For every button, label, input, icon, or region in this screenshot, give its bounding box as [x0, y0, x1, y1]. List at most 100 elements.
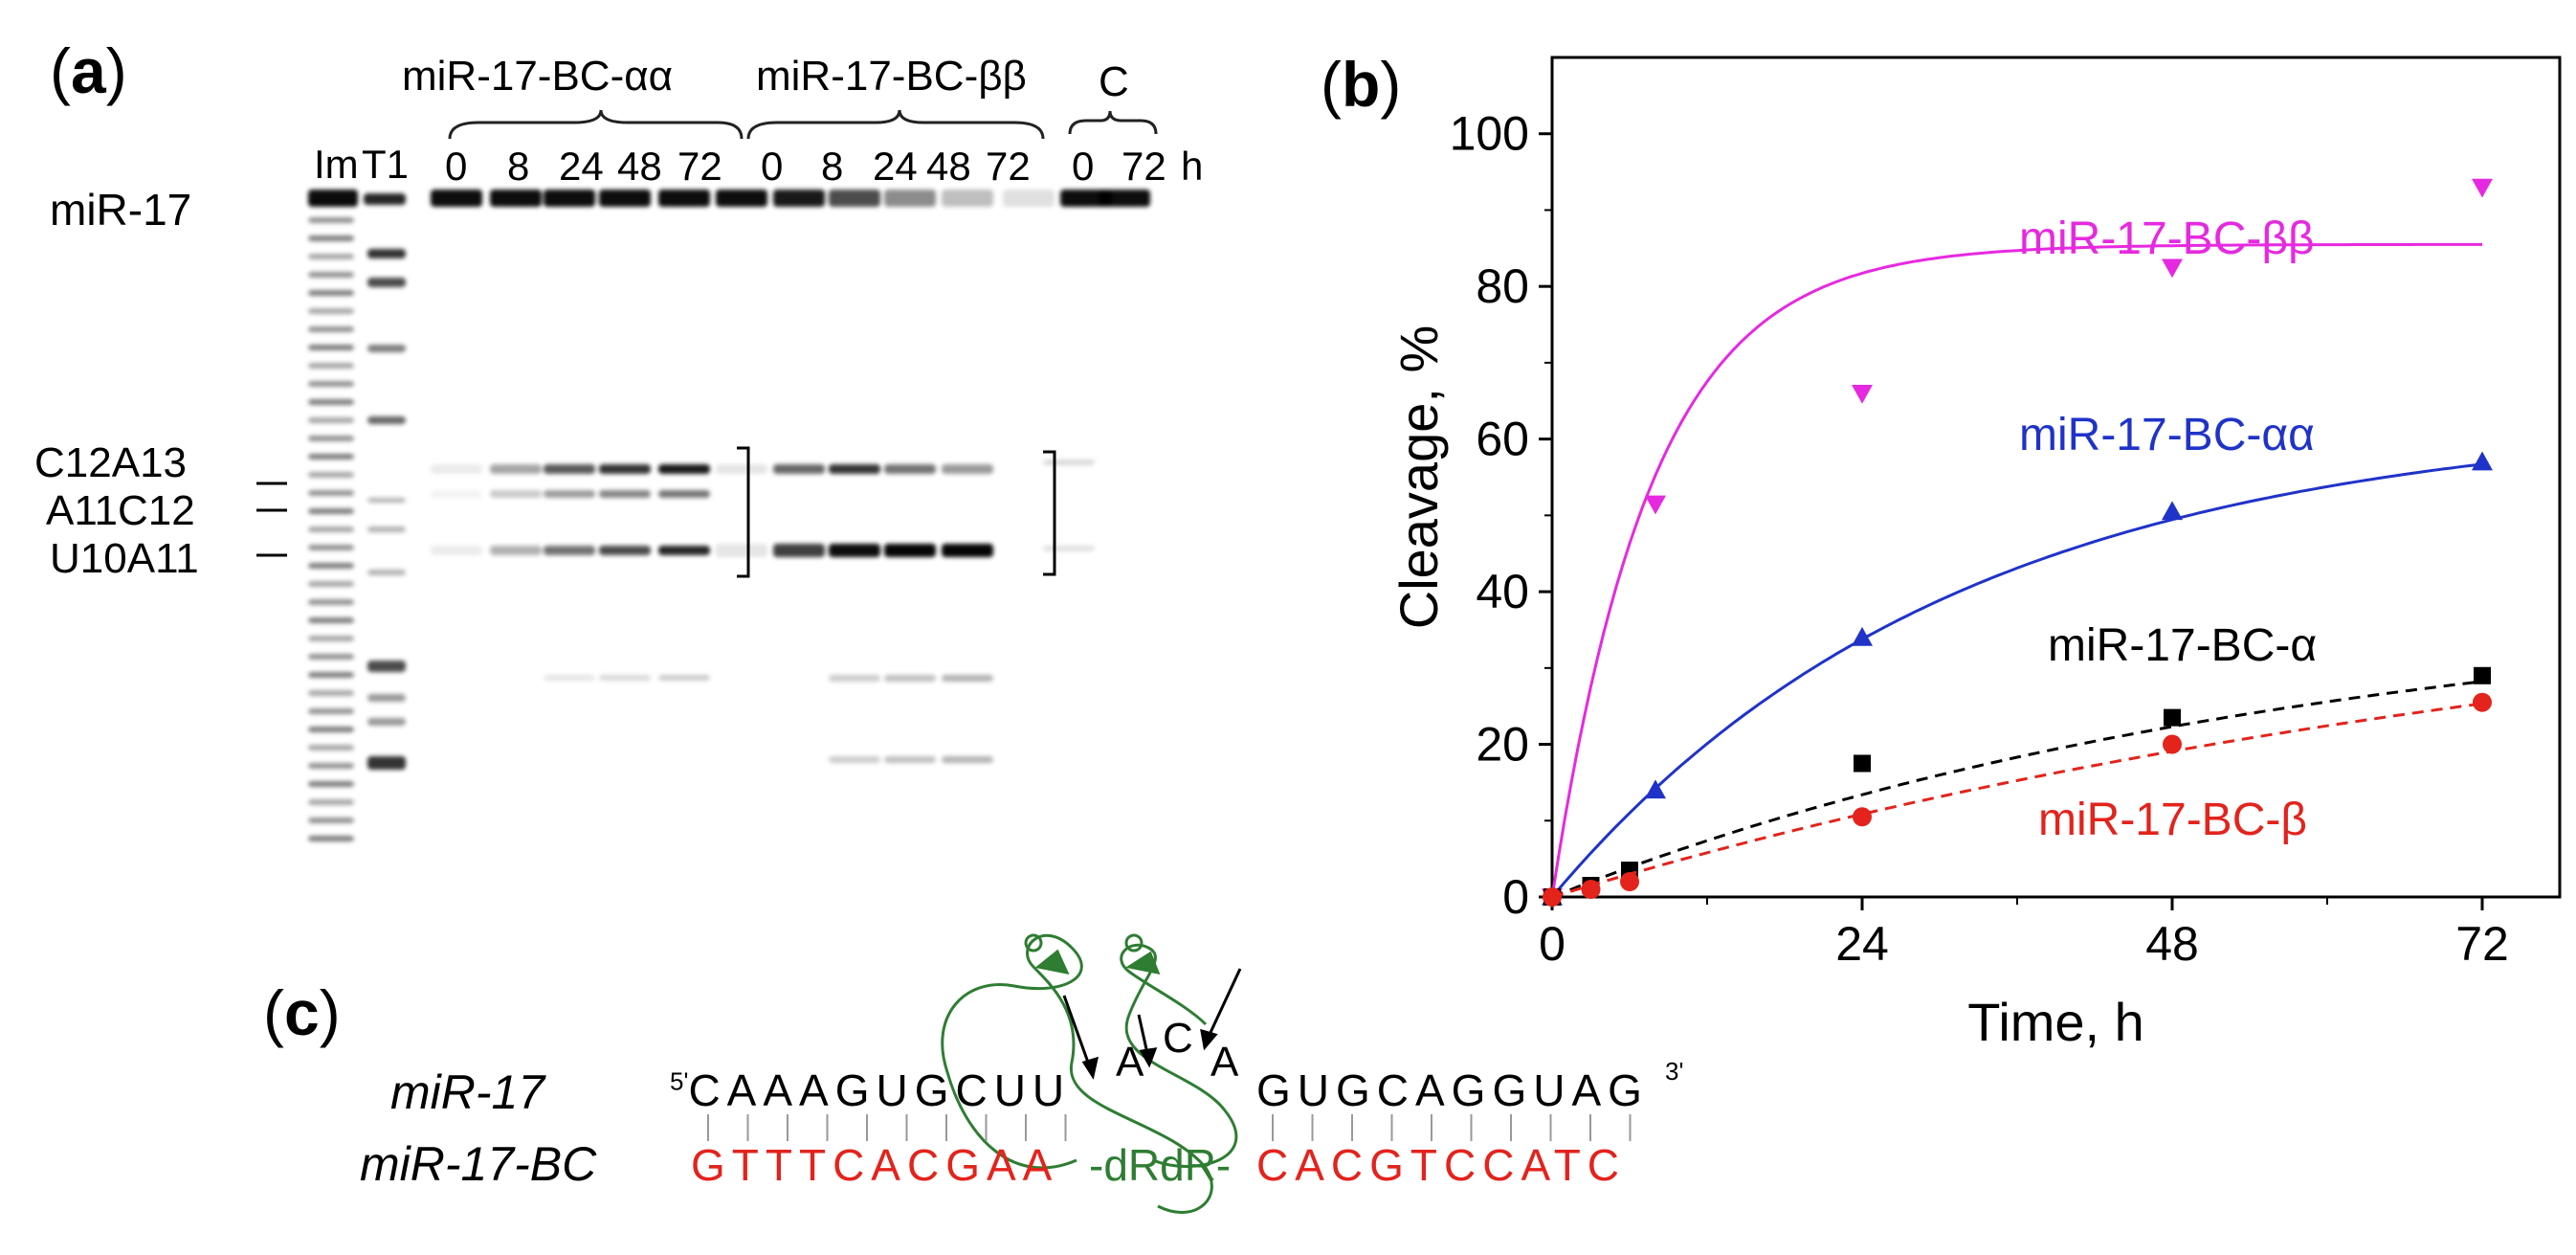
bottom-linker: -dRdR-: [1089, 1140, 1232, 1190]
panel-a-label: (a): [50, 34, 127, 107]
x-axis-label: Time, h: [1967, 992, 2144, 1052]
fit-curve: [1550, 462, 2483, 898]
lane-label-h: h: [1181, 144, 1204, 189]
ladder-band: [308, 654, 354, 660]
y-tick-label: 40: [1476, 565, 1529, 618]
lane-label-bb-72: 72: [986, 144, 1031, 189]
data-point: [2162, 501, 2183, 521]
product-band: [544, 675, 595, 681]
ladder-band: [308, 235, 354, 241]
product-band: [431, 546, 482, 555]
t1-band: [367, 416, 406, 424]
data-point: [1645, 779, 1666, 799]
panel-c-label-close: ): [319, 977, 341, 1048]
series-label: miR-17-BC-αα: [2019, 410, 2315, 460]
product-band: [599, 675, 651, 681]
lane-label-bb-48: 48: [926, 144, 971, 189]
substrate-band: [431, 190, 482, 207]
substrate-band: [658, 190, 710, 207]
substrate-band: [490, 190, 542, 207]
data-point: [2162, 258, 2183, 279]
ladder-band: [308, 708, 354, 714]
ladder-band: [308, 417, 354, 423]
t1-band: [364, 193, 406, 205]
top-right-sequence: GUGCAGGUAG: [1256, 1065, 1649, 1115]
lane-label-aa-72: 72: [677, 144, 722, 189]
substrate-band: [544, 190, 595, 207]
bracket-aa: [737, 446, 750, 578]
product-band: [884, 675, 936, 682]
site-label-a11c12: A11C12: [46, 487, 195, 534]
ladder-band: [308, 581, 354, 587]
fit-curve: [1550, 242, 2482, 898]
product-band: [942, 464, 993, 474]
top-strand: 5'CAAAGUGCUU: [670, 1065, 1071, 1116]
ladder-top-band: [308, 190, 358, 207]
y-axis-label: Cleavage, %: [1388, 325, 1449, 630]
product-band: [599, 464, 651, 474]
bulge-a2: A: [1210, 1039, 1239, 1086]
product-band: [829, 756, 880, 763]
x-tick-label: 24: [1835, 917, 1889, 971]
product-band: [658, 490, 710, 498]
data-point: [2472, 451, 2493, 471]
brace-c: [1068, 110, 1158, 135]
product-band: [829, 675, 880, 682]
ladder-band: [308, 599, 354, 605]
data-point: [1645, 495, 1666, 515]
ladder-band: [308, 308, 354, 314]
t1-band: [367, 278, 406, 287]
group-label-control: C: [1099, 58, 1129, 105]
panel-b-label-close: ): [1380, 49, 1402, 120]
brace-bb: [746, 109, 1045, 140]
product-band: [544, 464, 595, 474]
product-band: [942, 675, 993, 682]
group-label-aa: miR-17-BC-αα: [402, 53, 674, 100]
lane-label-bb-8: 8: [821, 144, 844, 189]
substrate-band: [773, 190, 825, 207]
y-tick-label: 80: [1476, 259, 1529, 313]
lane-label-bb-24: 24: [873, 144, 918, 189]
y-tick-label: 0: [1502, 870, 1529, 924]
data-point: [1853, 807, 1872, 827]
product-band: [884, 756, 936, 763]
product-band: [658, 675, 710, 681]
series-label: miR-17-BC-α: [2048, 620, 2317, 671]
panel-a-label-letter: a: [70, 35, 106, 106]
product-band: [599, 490, 651, 498]
x-tick-label: 48: [2145, 917, 2199, 971]
group-label-bb: miR-17-BC-ββ: [756, 53, 1027, 100]
ladder-band: [308, 781, 354, 787]
t1-band: [367, 570, 406, 575]
ladder-band: [308, 363, 354, 369]
data-point: [1852, 626, 1873, 646]
product-band: [942, 544, 993, 557]
bulge-c: C: [1163, 1015, 1193, 1062]
substrate-band: [829, 190, 880, 207]
ladder-band: [308, 326, 354, 332]
fit-curve: [1551, 702, 2483, 899]
product-band: [544, 546, 595, 555]
gel-image: [287, 182, 1187, 909]
top-left-sequence: CAAAGUGCUU: [688, 1065, 1072, 1115]
series-label: miR-17-BC-β: [2038, 795, 2307, 845]
product-band: [658, 464, 710, 474]
panel-c-label: (c): [263, 976, 341, 1049]
ladder-band: [308, 490, 354, 496]
t1-band: [367, 527, 406, 532]
lane-label-aa-24: 24: [559, 144, 604, 189]
ladder-band: [308, 527, 354, 532]
data-point: [1620, 872, 1639, 892]
brace-aa: [448, 109, 744, 140]
ladder-band: [308, 763, 354, 769]
substrate-band: [942, 190, 993, 207]
ladder-band: [308, 290, 354, 296]
product-band: [716, 544, 767, 557]
t1-band: [367, 661, 406, 672]
ladder-band: [308, 727, 354, 732]
y-tick-label: 100: [1450, 107, 1529, 161]
bottom-right-sequence: CACGTCCATC: [1256, 1140, 1627, 1190]
t1-band: [367, 498, 406, 503]
panel-a-label-open: (: [50, 35, 71, 106]
